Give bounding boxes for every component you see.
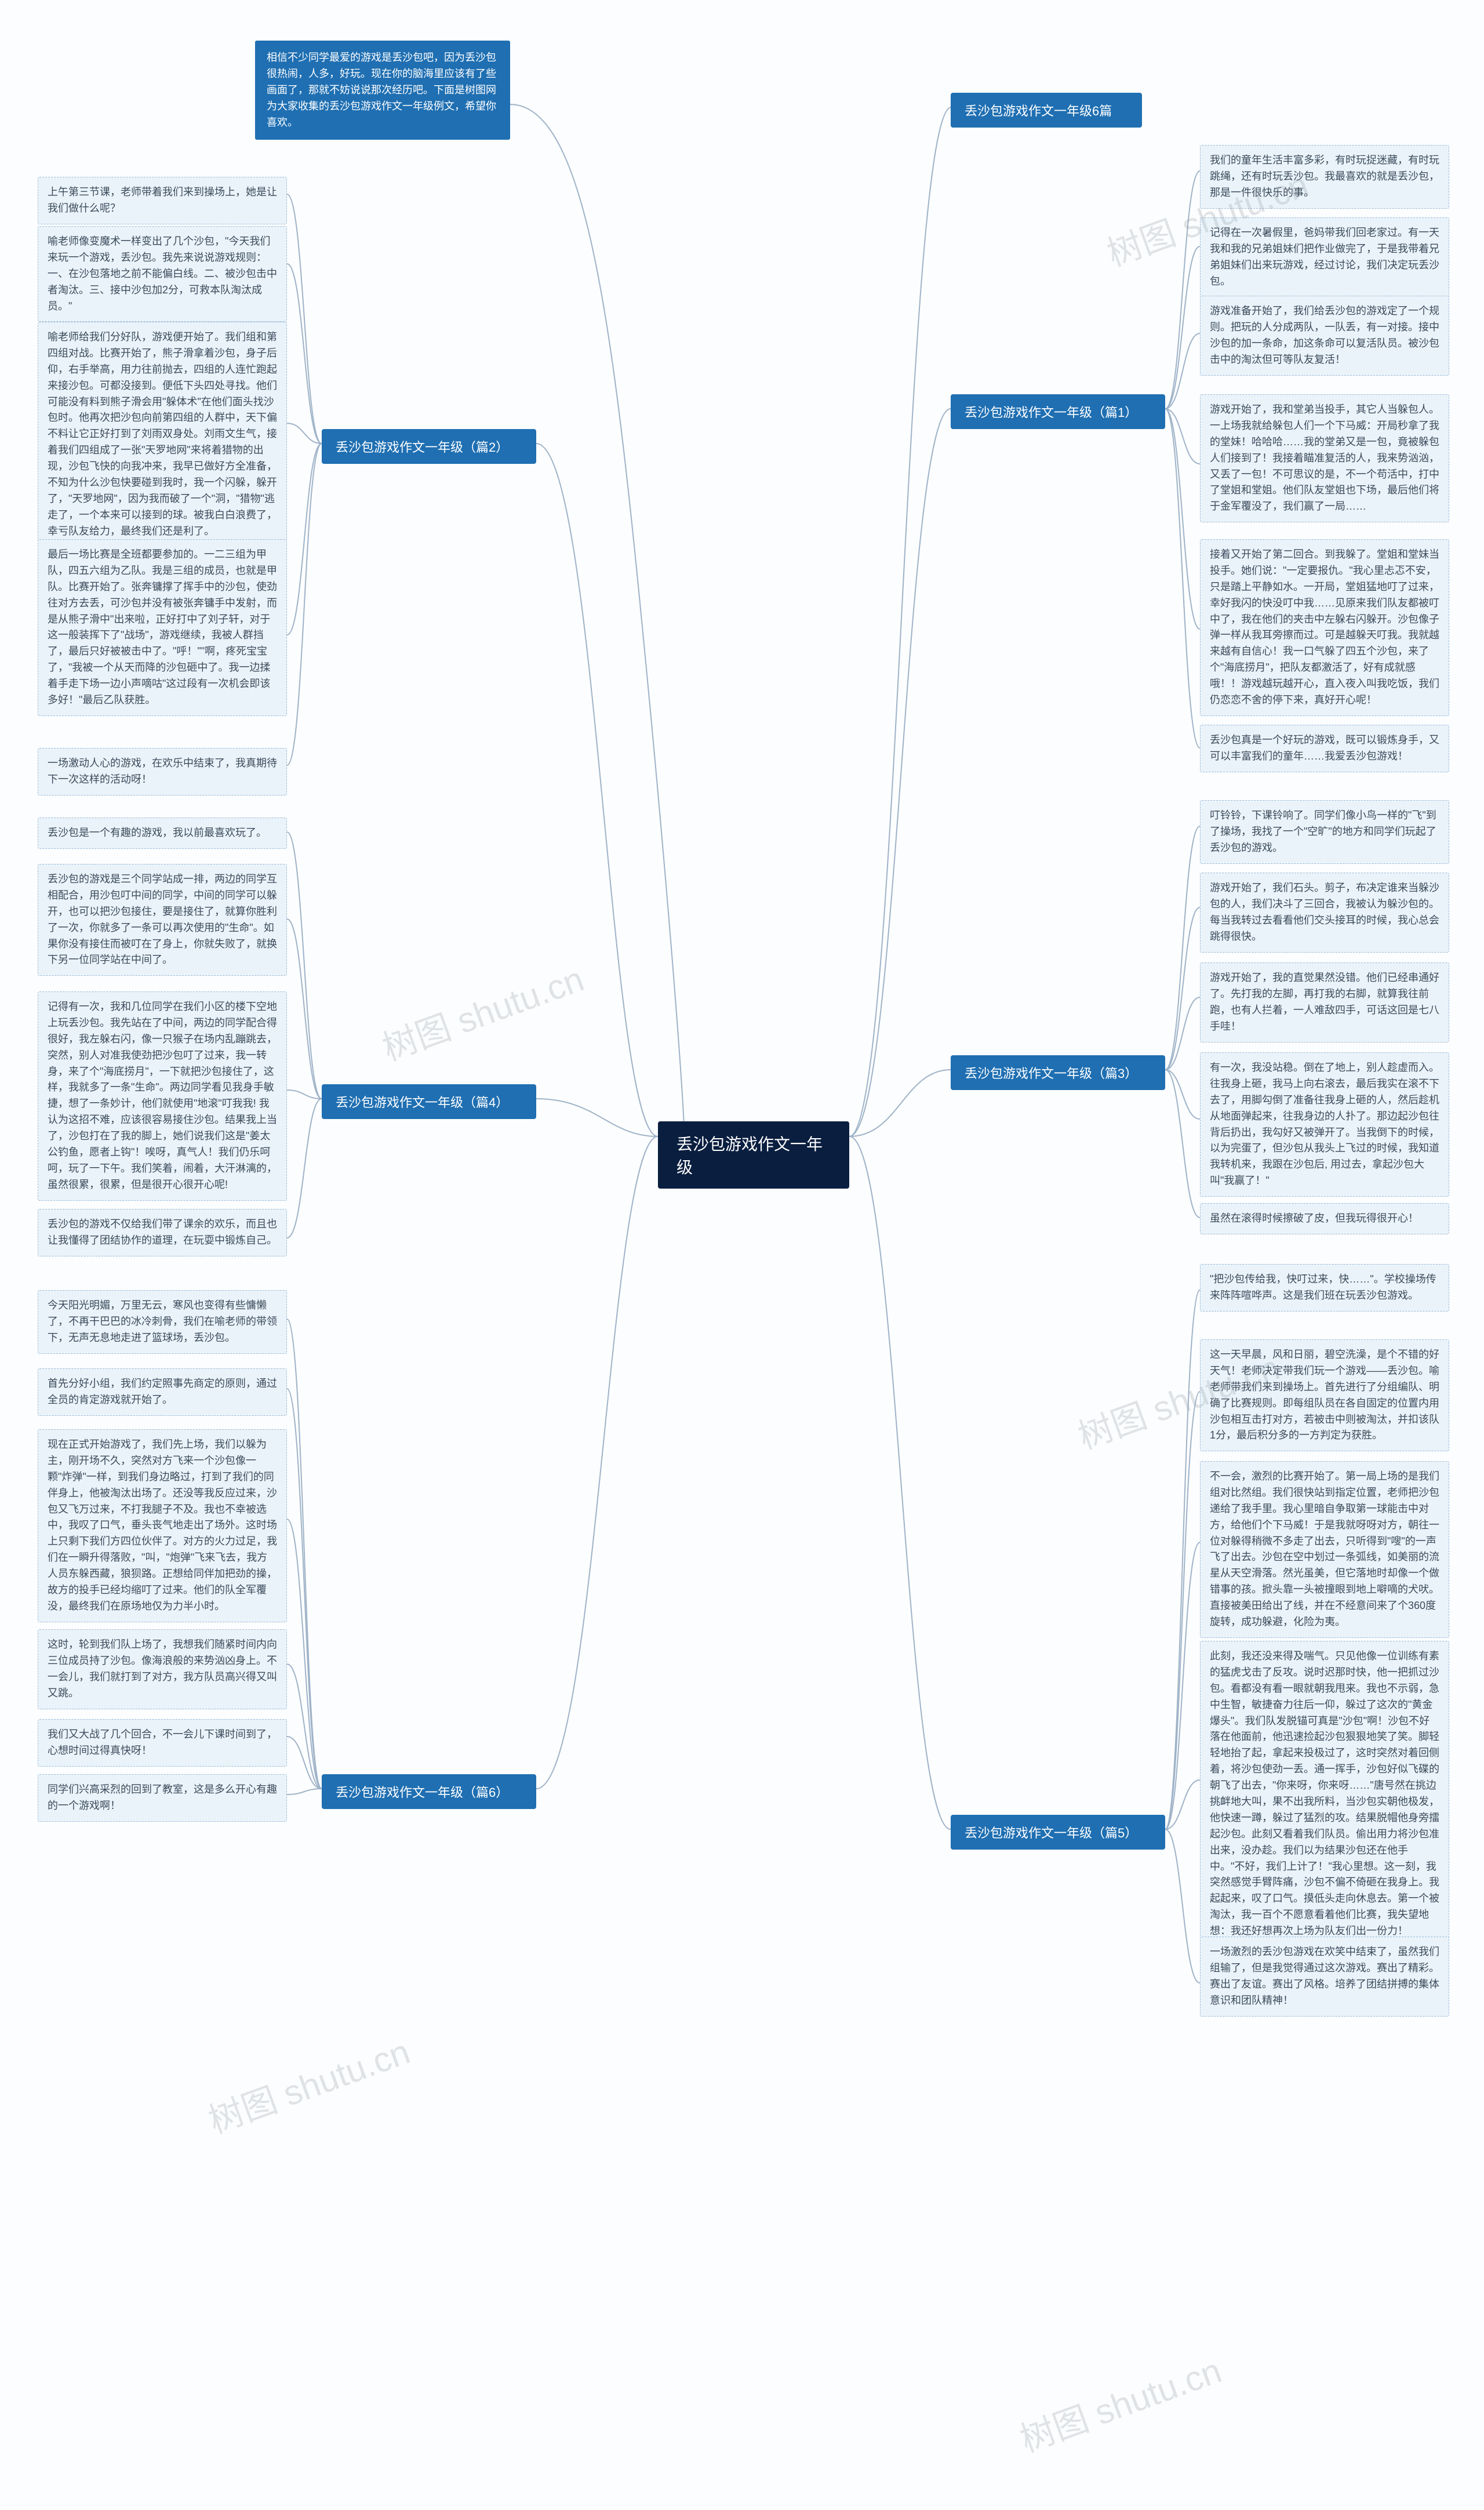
leaf-node: 这一天早晨，风和日丽，碧空洗澡，是个不错的好天气！老师决定带我们玩一个游戏——丢… <box>1200 1339 1449 1451</box>
leaf-node: 接着又开始了第二回合。到我躲了。堂姐和堂妹当投手。她们说："一定要报仇。"我心里… <box>1200 539 1449 716</box>
connector-path <box>1165 171 1200 409</box>
leaf-node: 最后一场比赛是全班都要参加的。一二三组为甲队，四五六组为乙队。我是三组的成员，也… <box>38 539 287 716</box>
connector-path <box>1165 1542 1200 1829</box>
connector-path <box>1165 333 1200 409</box>
connector-path <box>287 444 322 635</box>
leaf-node: 我们又大战了几个回合，不一会儿下课时间到了，心想时间过得真快呀！ <box>38 1719 287 1767</box>
leaf-node: 我们的童年生活丰富多彩，有时玩捉迷藏，有时玩跳绳，还有时玩丢沙包。我最喜欢的就是… <box>1200 145 1449 209</box>
leaf-node: 首先分好小组，我们约定照事先商定的原则，通过全员的肯定游戏就开始了。 <box>38 1368 287 1416</box>
branch-node: 丢沙包游戏作文一年级（篇3） <box>951 1055 1165 1090</box>
connector-path <box>287 1099 322 1238</box>
connector-path <box>536 444 658 1136</box>
connector-path <box>287 919 322 1099</box>
branch-node: 丢沙包游戏作文一年级（篇6） <box>322 1774 536 1809</box>
leaf-node: 同学们兴高采烈的回到了教室，这是多么开心有趣的一个游戏啊！ <box>38 1774 287 1822</box>
leaf-node: 记得有一次，我和几位同学在我们小区的楼下空地上玩丢沙包。我先站在了中间，两边的同… <box>38 991 287 1201</box>
connector-path <box>1165 409 1200 464</box>
connector-path <box>287 1389 322 1789</box>
connector-path <box>287 1789 322 1795</box>
connector-path <box>1165 997 1200 1070</box>
leaf-node: 游戏开始了，我们石头。剪子，布决定谁来当躲沙包的人，我们决斗了三回合，我被认为躲… <box>1200 873 1449 953</box>
leaf-node: 上午第三节课，老师带着我们来到操场上，她是让我们做什么呢？ <box>38 177 287 224</box>
intro-node: 相信不少同学最爱的游戏是丢沙包吧，因为丢沙包很热闹，人多，好玩。现在你的脑海里应… <box>255 41 510 140</box>
leaf-node: 丢沙包是一个有趣的游戏，我以前最喜欢玩了。 <box>38 818 287 849</box>
connector-path <box>287 1519 322 1789</box>
connector-path <box>287 444 322 765</box>
connector-path <box>1165 246 1200 409</box>
connector-path <box>287 1319 322 1789</box>
leaf-node: 游戏开始了，我的直觉果然没错。他们已经串通好了。先打我的左脚，再打我的右脚，就算… <box>1200 962 1449 1042</box>
connector-path <box>849 1136 951 1829</box>
leaf-node: 叮铃铃，下课铃响了。同学们像小鸟一样的"飞"到了操场，我找了一个"空旷"的地方和… <box>1200 800 1449 864</box>
leaf-node: 记得在一次暑假里，爸妈带我们回老家过。有一天我和我的兄弟姐妹们把作业做完了，于是… <box>1200 217 1449 297</box>
connector-path <box>1165 907 1200 1070</box>
leaf-node: 游戏开始了，我和堂弟当投手，其它人当躲包人。一上场我就给躲包人们一个下马威：开局… <box>1200 394 1449 522</box>
leaf-node: 游戏准备开始了，我们给丢沙包的游戏定了一个规则。把玩的人分成两队，一队丢，有一对… <box>1200 296 1449 376</box>
leaf-node: 喻老师给我们分好队，游戏便开始了。我们组和第四组对战。比赛开始了，熊子滑拿着沙包… <box>38 322 287 547</box>
connector-path <box>287 423 322 444</box>
leaf-node: 丢沙包的游戏不仅给我们带了课余的欢乐，而且也让我懂得了团结协作的道理，在玩耍中锻… <box>38 1209 287 1256</box>
connector-path <box>1165 1392 1200 1829</box>
leaf-node: 丢沙包真是一个好玩的游戏，既可以锻炼身手，又可以丰富我们的童年……我爱丢沙包游戏… <box>1200 725 1449 772</box>
connector-path <box>1165 1290 1200 1829</box>
leaf-node: "把沙包传给我，快叮过来，快……"。学校操场传来阵阵喧哗声。这是我们班在玩丢沙包… <box>1200 1264 1449 1312</box>
branch-node: 丢沙包游戏作文一年级（篇2） <box>322 429 536 464</box>
connector-path <box>287 194 322 444</box>
watermark: 树图 shutu.cn <box>201 2024 416 2143</box>
leaf-node: 丢沙包的游戏是三个同学站成一排，两边的同学互相配合，用沙包叮中间的同学，中间的同… <box>38 864 287 976</box>
leaf-node: 有一次，我没站稳。倒在了地上，别人趁虚而入。往我身上砸，我马上向右滚去，最后我实… <box>1200 1052 1449 1197</box>
leaf-node: 喻老师像变魔术一样变出了几个沙包，"今天我们来玩一个游戏，丢沙包。我先来说说游戏… <box>38 226 287 322</box>
connector-path <box>1165 1829 1200 1983</box>
branch-node: 丢沙包游戏作文一年级（篇5） <box>951 1815 1165 1850</box>
connector-path <box>287 1664 322 1789</box>
connector-path <box>849 107 951 1136</box>
leaf-node: 这时，轮到我们队上场了，我想我们随紧时间内向三位成员持了沙包。像海浪般的来势汹凶… <box>38 1629 287 1709</box>
leaf-node: 此刻，我还没来得及喘气。只见他像一位训练有素的猛虎戈击了反攻。说时迟那时快，他一… <box>1200 1641 1449 1947</box>
leaf-node: 一场激烈的丢沙包游戏在欢笑中结束了，虽然我们组输了，但是我觉得通过这次游戏。赛出… <box>1200 1937 1449 2017</box>
branch-node: 丢沙包游戏作文一年级（篇1） <box>951 394 1165 429</box>
connector-path <box>287 264 322 444</box>
branch-node: 丢沙包游戏作文一年级（篇4） <box>322 1084 536 1119</box>
leaf-node: 今天阳光明媚，万里无云，寒风也变得有些慵懒了，不再干巴巴的冰冷刺骨，我们在喻老师… <box>38 1290 287 1354</box>
connector-path <box>849 409 951 1136</box>
connector-path <box>1165 409 1200 629</box>
branch-node: 丢沙包游戏作文一年级6篇 <box>951 93 1142 128</box>
connector-path <box>1165 826 1200 1070</box>
connector-path <box>849 1070 951 1136</box>
center-node: 丢沙包游戏作文一年级 <box>658 1121 849 1189</box>
connector-path <box>287 832 322 1099</box>
connector-path <box>287 1090 322 1099</box>
leaf-node: 一场激动人心的游戏，在欢乐中结束了，我真期待下一次这样的活动呀！ <box>38 748 287 796</box>
connector-path <box>1165 1070 1200 1119</box>
connector-path <box>1165 1780 1200 1829</box>
leaf-node: 不一会，激烈的比赛开始了。第一局上场的是我们组对比然组。我们很快站到指定位置，老… <box>1200 1461 1449 1638</box>
connector-path <box>1165 409 1200 748</box>
connector-path <box>536 1136 658 1789</box>
leaf-node: 虽然在滚得时候擦破了皮，但我玩得很开心！ <box>1200 1203 1449 1234</box>
connector-path <box>536 1099 658 1136</box>
connector-path <box>510 104 684 1131</box>
watermark: 树图 shutu.cn <box>374 951 590 1070</box>
watermark: 树图 shutu.cn <box>1012 2342 1227 2462</box>
connector-path <box>287 1737 322 1789</box>
connector-path <box>1165 1070 1200 1218</box>
leaf-node: 现在正式开始游戏了，我们先上场，我们以躲为主，刚开场不久，突然对方飞来一个沙包像… <box>38 1429 287 1622</box>
